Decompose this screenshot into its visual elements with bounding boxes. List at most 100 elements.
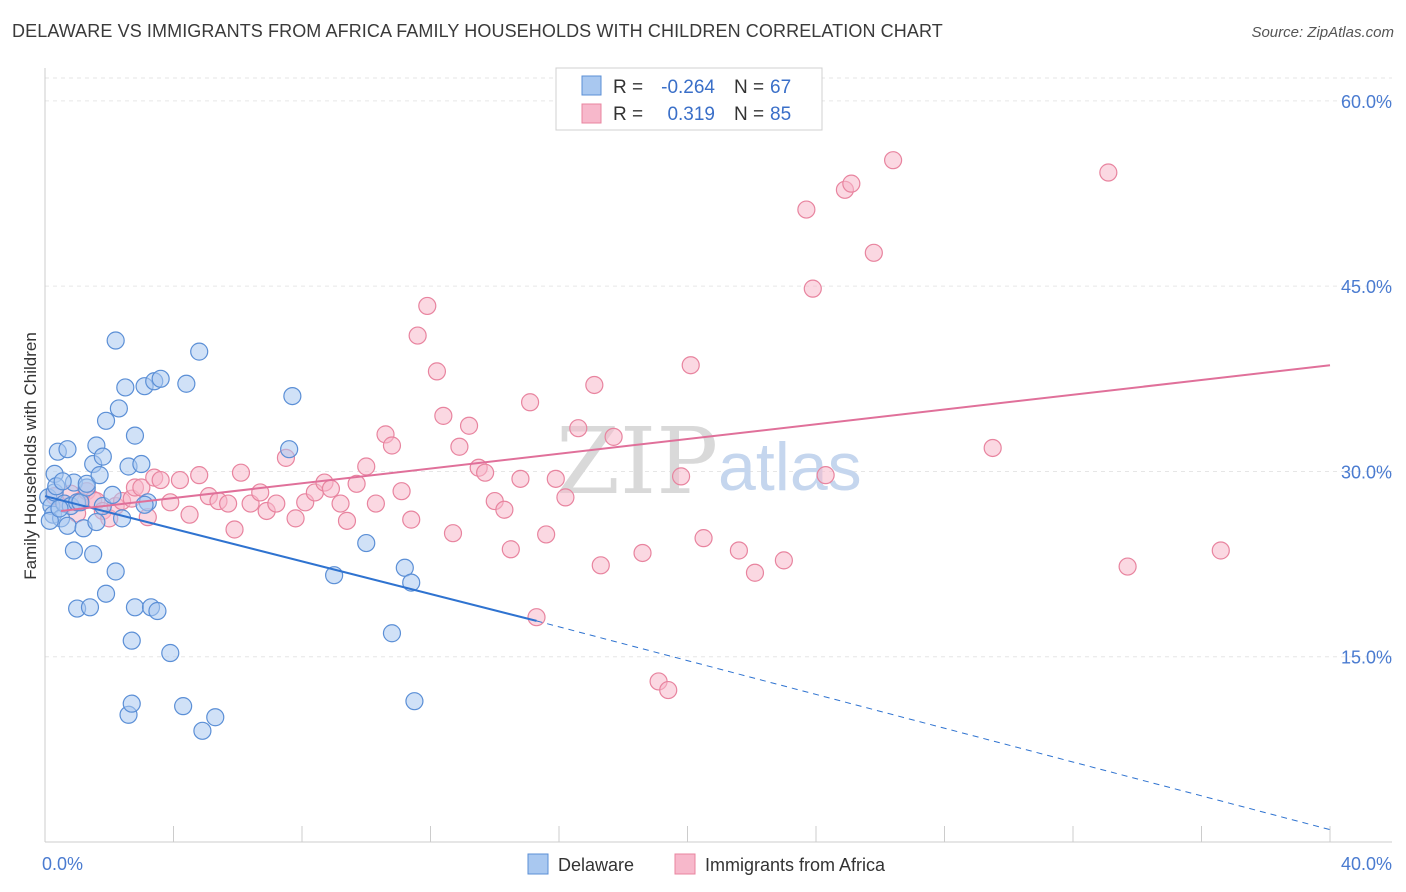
africa-point (797, 200, 816, 219)
africa-point (357, 457, 376, 476)
africa-point (331, 494, 350, 513)
delaware-point (174, 697, 193, 716)
delaware-point (116, 378, 135, 397)
africa-point (427, 362, 447, 381)
africa-point (170, 470, 190, 490)
delaware-trend-extension (536, 620, 1331, 831)
africa-point (569, 419, 588, 438)
delaware-point (96, 584, 116, 603)
africa-point (1118, 557, 1137, 576)
africa-point (816, 466, 835, 485)
africa-point (225, 520, 244, 539)
delaware-point (206, 708, 225, 727)
delaware-point (109, 399, 128, 418)
delaware-point (84, 545, 103, 564)
africa-point (382, 436, 402, 455)
bottom-legend-swatch-africa (674, 853, 696, 875)
bottom-legend-swatch-delaware (527, 853, 549, 875)
africa-point (286, 509, 305, 528)
y-tick-label: 45.0% (1341, 277, 1392, 297)
africa-point (337, 511, 357, 530)
legend-n-label-1: N = (734, 77, 764, 98)
africa-point (591, 556, 610, 575)
africa-point (803, 279, 822, 298)
africa-point (842, 174, 861, 193)
africa-trend-line (60, 364, 1331, 512)
watermark-atlas: atlas (718, 429, 862, 505)
legend-n-label-2: N = (734, 104, 764, 125)
delaware-point (132, 454, 151, 474)
delaware-point (402, 573, 421, 592)
delaware-point (53, 472, 72, 491)
y-tick-label: 15.0% (1341, 648, 1392, 668)
delaware-point (357, 533, 376, 553)
africa-point (321, 479, 341, 498)
y-axis-label: Family Households with Children (21, 332, 40, 580)
delaware-point (87, 512, 106, 532)
africa-point (443, 524, 463, 543)
delaware-point (405, 692, 424, 711)
legend-swatch-africa (581, 103, 602, 124)
africa-point (546, 469, 565, 488)
delaware-point (161, 643, 180, 663)
africa-point (681, 356, 700, 375)
legend-r-value-1: -0.264 (661, 77, 715, 98)
africa-point (729, 541, 749, 560)
delaware-point (96, 411, 116, 430)
legend-r-label-1: R = (613, 77, 643, 98)
africa-point (366, 494, 385, 513)
africa-point (267, 494, 286, 513)
correlation-legend: R = -0.264 N = 67 R = 0.319 N = 85 (555, 67, 823, 131)
delaware-point (58, 440, 77, 459)
delaware-point (64, 541, 84, 560)
africa-point (418, 296, 437, 316)
africa-point (983, 438, 1002, 458)
delaware-point (190, 342, 209, 361)
africa-point (402, 510, 421, 529)
africa-point (1099, 163, 1118, 182)
legend-n-value-2: 85 (770, 104, 791, 125)
delaware-point (90, 466, 109, 485)
africa-point (1211, 541, 1230, 560)
delaware-point (122, 694, 141, 713)
africa-point (347, 474, 366, 493)
delaware-point (106, 562, 125, 581)
africa-point (161, 493, 180, 512)
africa-point (633, 543, 652, 563)
africa-point (501, 540, 520, 559)
africa-point (476, 463, 495, 482)
legend-r-value-2: 0.319 (667, 104, 715, 125)
africa-point (392, 482, 411, 501)
delaware-point (40, 511, 59, 530)
y-tick-label: 30.0% (1341, 462, 1392, 482)
africa-point (231, 463, 251, 482)
africa-point (527, 608, 546, 627)
chart-title: DELAWARE VS IMMIGRANTS FROM AFRICA FAMIL… (12, 21, 943, 41)
delaware-point (125, 426, 145, 445)
axes (44, 68, 1392, 843)
delaware-point (106, 331, 125, 350)
delaware-point (193, 721, 212, 740)
trend-lines (44, 364, 1331, 831)
legend-swatch-delaware (581, 75, 602, 96)
delaware-point (177, 374, 196, 393)
africa-point (585, 375, 604, 395)
africa-point (520, 393, 540, 412)
africa-point (408, 326, 427, 345)
delaware-point (122, 631, 141, 650)
legend-n-value-1: 67 (770, 77, 791, 98)
grid-lines (45, 77, 1392, 658)
delaware-point (103, 485, 122, 505)
delaware-point (77, 474, 96, 493)
africa-point (190, 466, 209, 485)
delaware-point (283, 386, 302, 406)
series-delaware (39, 331, 424, 740)
africa-point (219, 494, 238, 513)
africa-point (537, 525, 556, 544)
delaware-trend-line (44, 495, 537, 622)
africa-point (604, 427, 623, 446)
africa-point (694, 529, 713, 548)
source-label: Source: ZipAtlas.com (1251, 24, 1394, 41)
africa-point (495, 500, 514, 519)
africa-point (774, 551, 793, 570)
